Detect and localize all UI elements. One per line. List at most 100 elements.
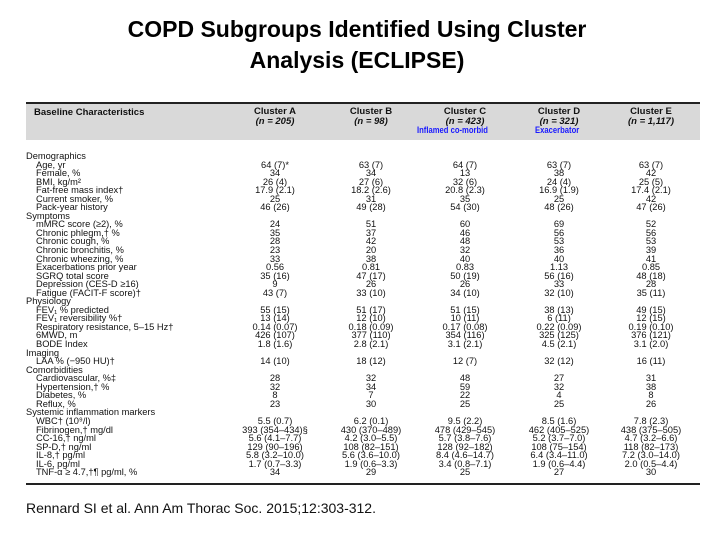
cell-value: 4.2 (3.0–5.5): [344, 433, 398, 444]
cell-value: 23: [269, 245, 281, 256]
row-label: Depression (CES-D ≥16): [36, 279, 139, 290]
section-label: Systemic inflammation markers: [26, 407, 156, 418]
row-label: IL-8,† pg/ml: [36, 450, 86, 461]
row-label: Fatigue (FACIT-F score)†: [36, 287, 141, 298]
cell-value: 49 (15): [636, 304, 666, 315]
cell-value: 5.8 (3.2–10.0): [246, 450, 304, 461]
cell-value: 20.8 (2.3): [445, 185, 485, 196]
cell-value: 35: [459, 193, 471, 204]
cell-value: 128 (92–182): [437, 441, 493, 452]
table-row: Chronic wheezing, % 33 38 40 40 41: [26, 253, 700, 264]
citation: Rennard SI et al. Ann Am Thorac Soc. 201…: [26, 500, 376, 516]
table-row: Chronic phlegm,† % 35 37 46 56 56: [26, 229, 700, 238]
cell-value: 0.22 (0.09): [536, 321, 582, 332]
cell-value: 30: [645, 467, 657, 478]
cell-value: 7.2 (3.0–14.0): [622, 450, 680, 461]
cell-value: 69: [553, 219, 565, 230]
cell-value: 39: [645, 245, 657, 256]
row-label: Chronic bronchitis, %: [36, 245, 124, 256]
table-row: SGRQ total score 35 (16) 47 (17) 50 (19) 56 …: [26, 270, 700, 281]
cell-value: 48 (18): [636, 270, 666, 281]
cell-value: 1.13: [549, 262, 569, 273]
section-label: Physiology: [26, 296, 71, 307]
cell-value: 51 (15): [450, 304, 480, 315]
table-row: Reflux, % 23 30 25 25 26: [26, 398, 700, 409]
cell-value: 35 (11): [636, 287, 666, 298]
cell-value: 32 (12): [544, 356, 574, 367]
table-row: Cardiovascular, %‡ 28 32 48 27 31: [26, 374, 700, 383]
cell-value: 56: [645, 227, 657, 238]
row-label: 6MWD, m: [36, 330, 78, 341]
title-line-2: Analysis (ECLIPSE): [249, 47, 465, 73]
cell-value: 51 (17): [356, 304, 386, 315]
cell-value: 8.4 (4.6–14.7): [436, 450, 494, 461]
cell-value: 4.5 (2.1): [541, 339, 577, 350]
cell-value: 118 (82–173): [623, 441, 679, 452]
column-name: Cluster D: [537, 106, 581, 117]
cell-value: 46: [459, 227, 471, 238]
row-label: SGRQ total score: [36, 270, 109, 281]
cell-value: 17.9 (2.1): [255, 185, 295, 196]
cell-value: 34 (10): [450, 287, 480, 298]
table-header: Baseline Characteristics Cluster A (n = 2…: [26, 104, 700, 140]
cell-value: 7: [368, 390, 374, 401]
cluster-tag: Exacerbator: [535, 125, 580, 135]
cell-value: 8.5 (1.6): [541, 415, 577, 426]
cell-value: 34: [365, 168, 377, 179]
row-label: WBC† (10⁹/l): [36, 415, 91, 426]
cell-value: 34: [365, 381, 377, 392]
cell-value: 33 (10): [356, 287, 386, 298]
section-row: Physiology: [26, 297, 700, 306]
cell-value: 18.2 (2.6): [351, 185, 391, 196]
title-line-1: COPD Subgroups Identified Using Cluster: [127, 16, 587, 42]
cell-value: 1.9 (0.6–3.3): [344, 458, 398, 469]
header-label: Baseline Characteristics: [34, 107, 145, 118]
column-n: (n = 98): [354, 116, 388, 127]
table-row: FEV₁ reversibility %† 13 (14) 12 (10) 10 (1…: [26, 314, 700, 323]
table-row: Diabetes, % 8 7 22 4 8: [26, 391, 700, 400]
table-row: BODE Index 1.8 (1.6) 2.8 (2.1) 3.1 (2.1) 4.5…: [26, 340, 700, 349]
cell-value: 393 (354–434)§: [242, 424, 308, 435]
table-row: FEV₁ % predicted 55 (15) 51 (17) 51 (15) 38 …: [26, 304, 700, 315]
cell-value: 6 (11): [547, 313, 571, 324]
cell-value: 18 (12): [356, 356, 386, 367]
cell-value: 46 (26): [260, 202, 290, 213]
cell-value: 40: [553, 253, 565, 264]
row-label: FEV₁ % predicted: [36, 304, 109, 315]
row-label: CC-16,† ng/ml: [36, 433, 96, 444]
cell-value: 38: [645, 381, 657, 392]
table-row: TNF-α ≥ 4.7,†¶ pg/ml, % 34 29 25 27 30: [26, 468, 700, 477]
cell-value: 41: [645, 253, 657, 264]
cell-value: 28: [269, 373, 281, 384]
column-n: (n = 1,117): [627, 116, 675, 127]
cell-value: 26: [459, 279, 471, 290]
cell-value: 377 (110): [351, 330, 391, 341]
table-row: Fat-free mass index† 17.9 (2.1) 18.2 (2.6)…: [26, 186, 700, 195]
cell-value: 32: [553, 381, 565, 392]
cell-value: 26 (4): [262, 176, 288, 187]
cell-value: 63 (7): [546, 159, 572, 170]
row-label: Reflux, %: [36, 398, 76, 409]
cell-value: 28: [269, 236, 281, 247]
cell-value: 35: [269, 227, 281, 238]
column-name: Cluster C: [443, 106, 487, 117]
cell-value: 8: [648, 390, 654, 401]
cell-value: 25: [553, 193, 565, 204]
cell-value: 48 (26): [544, 202, 574, 213]
column-n: (n = 423): [445, 116, 485, 127]
cell-value: 129 (90–196): [247, 441, 303, 452]
cell-value: 29: [365, 467, 377, 478]
cell-value: 35 (16): [260, 270, 290, 281]
cell-value: 60: [459, 219, 471, 230]
cell-value: 59: [459, 381, 471, 392]
cell-value: 47 (26): [636, 202, 666, 213]
cell-value: 22: [459, 390, 471, 401]
table-row: Female, % 34 34 13 38 42: [26, 169, 700, 178]
section-label: Imaging: [26, 347, 60, 358]
cell-value: 0.85: [641, 262, 661, 273]
cell-value: 32: [365, 373, 377, 384]
cell-value: 12 (7): [452, 356, 478, 367]
table-row: Chronic cough, % 28 42 48 53 53: [26, 237, 700, 246]
cell-value: 32 (10): [544, 287, 574, 298]
cell-value: 0.83: [455, 262, 475, 273]
